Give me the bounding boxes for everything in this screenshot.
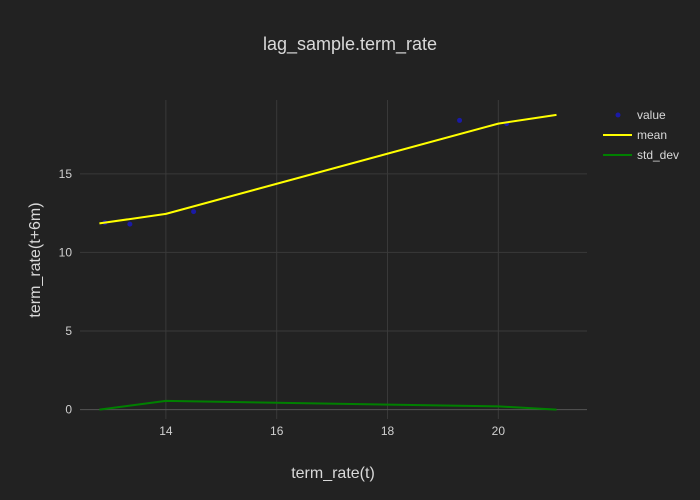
legend-item-mean[interactable]: mean (603, 128, 667, 142)
x-tick-label: 14 (159, 424, 173, 438)
y-tick-label: 10 (59, 245, 73, 259)
y-tick-label: 0 (65, 403, 72, 417)
legend-label-mean: mean (637, 128, 667, 142)
data-point-value[interactable] (457, 117, 463, 123)
y-axis-title: term_rate(t+6m) (27, 202, 44, 317)
chart-title: lag_sample.term_rate (263, 34, 437, 55)
legend[interactable]: value mean std_dev (603, 108, 679, 162)
x-axis-title: term_rate(t) (291, 465, 375, 482)
data-point-value[interactable] (191, 209, 197, 215)
tick-labels: 14 16 18 20 0 5 10 15 (59, 167, 506, 438)
y-tick-label: 5 (65, 324, 72, 338)
y-tick-label: 15 (59, 167, 73, 181)
x-tick-label: 20 (492, 424, 506, 438)
x-tick-label: 16 (270, 424, 284, 438)
legend-item-value[interactable]: value (615, 108, 667, 122)
series-line-mean[interactable] (99, 113, 557, 225)
data-point-value[interactable] (127, 221, 133, 227)
legend-label-std-dev: std_dev (637, 148, 679, 162)
x-tick-label: 18 (381, 424, 395, 438)
legend-label-value: value (637, 108, 666, 122)
legend-marker-value (615, 112, 621, 118)
plot-area (99, 113, 557, 411)
series-line-std-dev[interactable] (99, 399, 557, 411)
legend-item-std-dev[interactable]: std_dev (603, 148, 679, 162)
